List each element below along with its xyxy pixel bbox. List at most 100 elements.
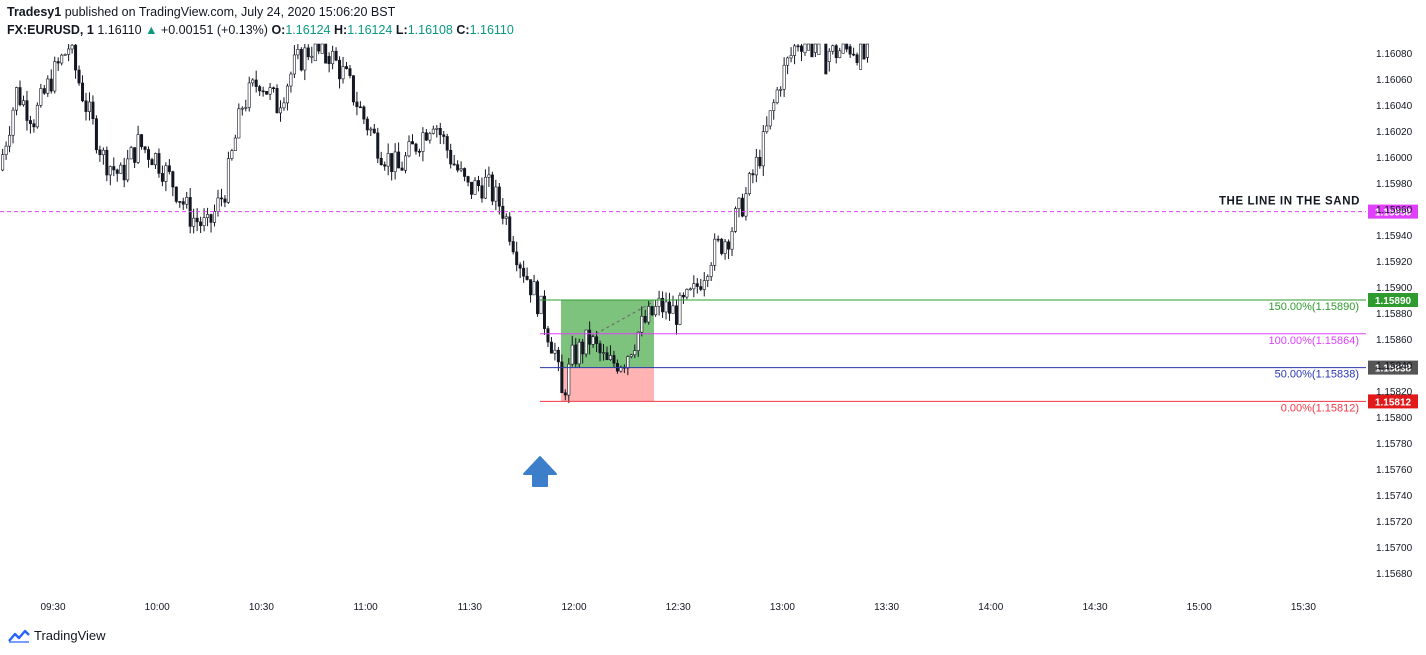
candle-body: [108, 166, 112, 176]
candle-body: [202, 217, 206, 227]
time-tick-label: 14:00: [978, 602, 1003, 613]
candle-body: [431, 128, 435, 134]
candle-body: [602, 352, 606, 354]
candle-body: [800, 45, 804, 52]
candle-body: [87, 101, 91, 112]
candle-body: [525, 275, 529, 280]
price-tick-label: 1.15940: [1376, 231, 1413, 242]
candle-body: [164, 165, 168, 182]
candle-body: [167, 165, 171, 172]
candle-body: [119, 164, 123, 174]
candle-body: [643, 315, 647, 323]
candle-body: [306, 47, 310, 58]
candle-body: [365, 118, 369, 131]
candle-body: [529, 279, 533, 296]
time-tick-label: 15:00: [1187, 602, 1212, 613]
candle-body: [692, 283, 696, 290]
candle-body: [563, 392, 567, 396]
price-tick-label: 1.15800: [1376, 413, 1413, 424]
candle-body: [515, 251, 519, 266]
candle-body: [504, 216, 508, 219]
candle-body: [657, 297, 661, 307]
candle-body: [629, 354, 633, 357]
candle-body: [688, 288, 692, 291]
price-tick-label: 1.15980: [1376, 179, 1413, 190]
candle-body: [63, 54, 67, 56]
candle-body: [216, 197, 220, 212]
candle-body: [233, 137, 237, 151]
candle-body: [633, 350, 637, 356]
candle-body: [240, 107, 244, 110]
candle-body: [11, 109, 15, 136]
candle-body: [49, 78, 53, 92]
candle-body: [223, 198, 227, 203]
candle-body: [313, 43, 317, 62]
publisher-name[interactable]: Tradesy1: [7, 5, 62, 19]
price-tick-label: 1.15880: [1376, 309, 1413, 320]
candle-body: [101, 149, 105, 156]
candle-body: [775, 89, 779, 104]
fib-price-tag-bg: [1368, 394, 1418, 409]
high-label: H:: [334, 23, 348, 37]
candle-body: [584, 329, 588, 355]
candle-body: [588, 329, 592, 345]
price-tick-label: 1.16040: [1376, 101, 1413, 112]
candle-body: [494, 186, 498, 202]
up-arrow-shape: [523, 456, 557, 487]
last-price: 1.16110: [97, 23, 142, 37]
candle-body: [115, 169, 119, 174]
candle-body: [789, 55, 793, 59]
candle-body: [699, 286, 703, 290]
ohlc-legend: FX:EURUSD, 1 1.16110 ▲ +0.00151 (+0.13%)…: [7, 23, 514, 37]
candle-body: [81, 82, 85, 102]
publish-text: published on TradingView.com, July 24, 2…: [61, 5, 396, 19]
candle-body: [813, 43, 817, 53]
candle-body: [459, 168, 463, 171]
publish-info: Tradesy1 published on TradingView.com, J…: [7, 5, 395, 19]
price-tick-label: 1.15720: [1376, 517, 1413, 528]
candle-body: [355, 101, 359, 108]
candle-body: [810, 43, 814, 58]
candle-body: [845, 43, 849, 50]
candle-body: [261, 90, 265, 93]
candle-body: [157, 153, 161, 174]
symbol-label[interactable]: FX:EURUSD, 1: [7, 23, 94, 37]
candle-body: [709, 265, 713, 277]
candle-body: [570, 344, 574, 365]
candle-body: [508, 216, 512, 242]
candle-body: [206, 214, 210, 218]
candle-body: [476, 180, 480, 186]
candle-body: [226, 158, 230, 203]
candle-body: [716, 238, 720, 241]
candle-body: [213, 211, 217, 223]
candle-body: [279, 107, 283, 114]
candle-body: [8, 134, 12, 147]
candle-body: [351, 75, 355, 103]
candle-body: [15, 87, 19, 111]
candle-body: [372, 128, 376, 134]
price-tick-label: 1.16000: [1376, 153, 1413, 164]
tradingview-logo[interactable]: TradingView: [8, 628, 106, 643]
time-axis[interactable]: 09:30 10:00 10:30 11:00 11:30 12:00 12:30 13:00…: [40, 602, 1316, 613]
candle-body: [296, 49, 300, 56]
candle-body: [848, 46, 852, 55]
candle-body: [136, 134, 140, 163]
candle-body: [445, 136, 449, 151]
candle-body: [779, 88, 783, 91]
open-label: O:: [271, 23, 286, 37]
candle-body: [324, 43, 328, 64]
candle-body: [178, 201, 182, 203]
price-axis[interactable]: 1.16080 1.16060 1.16040 1.16020 1.16000 1.159…: [1376, 49, 1413, 580]
candle-body: [268, 87, 272, 95]
candle-body: [4, 145, 8, 155]
candle-body: [549, 341, 553, 354]
candle-body: [237, 108, 241, 139]
candle-body: [21, 100, 25, 106]
candle-body: [862, 43, 866, 60]
candle-body: [654, 306, 658, 316]
brand-name: TradingView: [34, 628, 106, 643]
candle-body: [91, 101, 95, 120]
fib-price-tag-bg: [1368, 360, 1418, 375]
candle-body: [150, 159, 154, 166]
